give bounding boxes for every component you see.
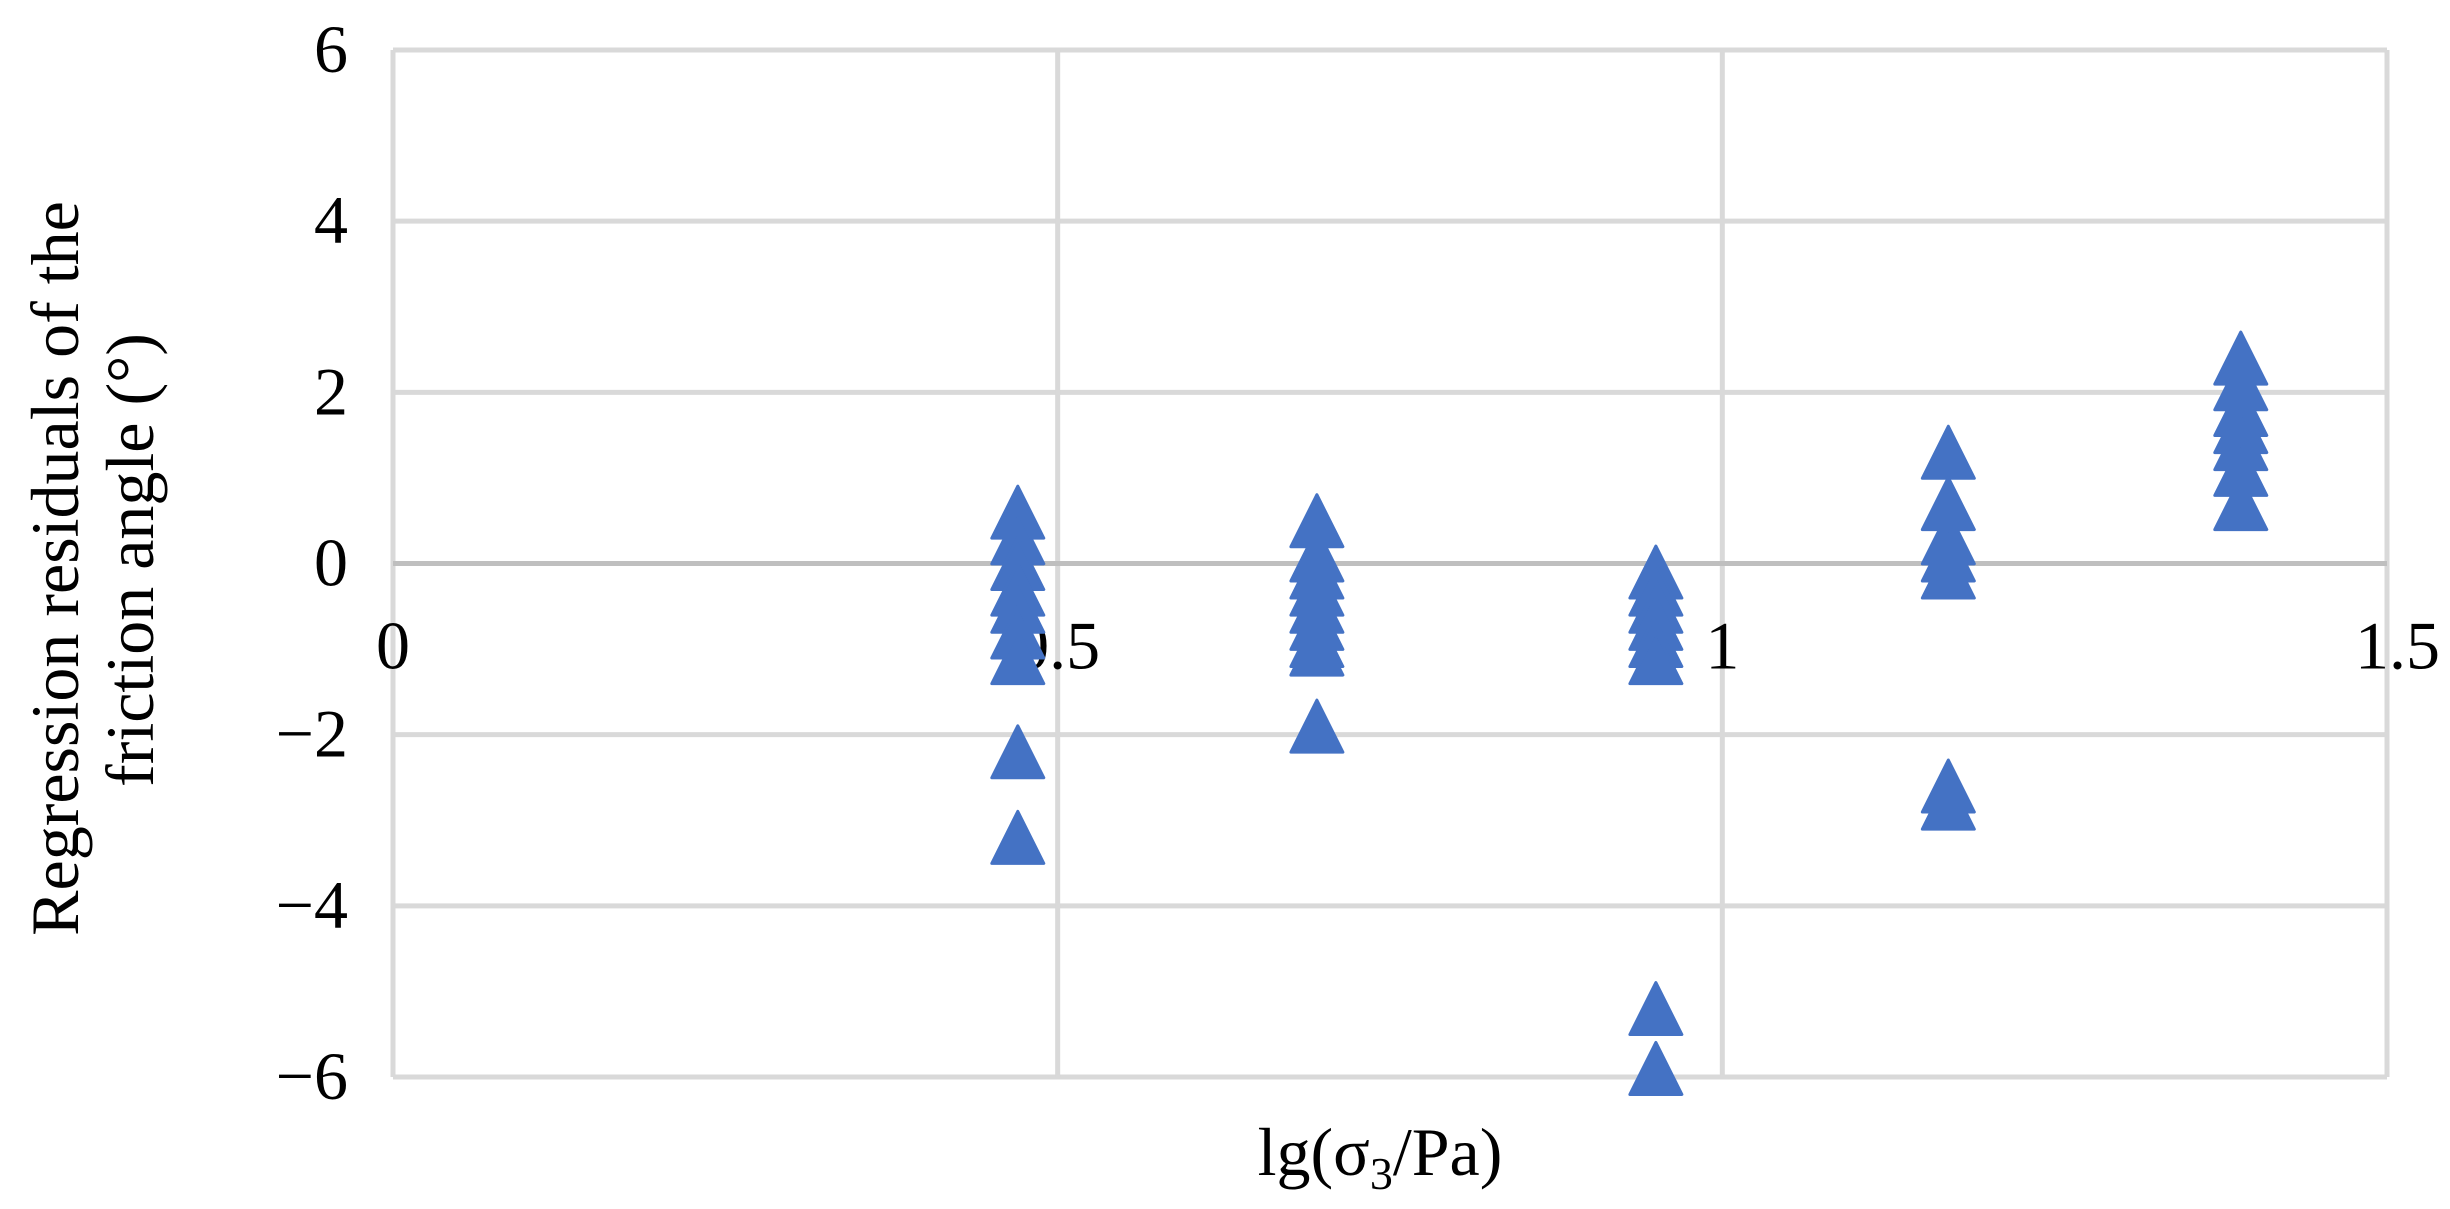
data-point xyxy=(1628,630,1684,686)
y-tick-label: 4 xyxy=(314,182,348,258)
data-point xyxy=(1920,775,1976,831)
x-axis-title-prefix: lg(σ xyxy=(1258,1114,1370,1190)
y-tick-labels: −6 −4 −2 0 2 4 6 xyxy=(276,11,348,1114)
gridlines xyxy=(390,47,2390,1080)
y-tick-label: −6 xyxy=(276,1038,348,1114)
x-axis-title-subscript: 3 xyxy=(1370,1148,1393,1199)
x-tick-label: 0 xyxy=(376,608,410,684)
data-point xyxy=(1920,424,1976,480)
x-tick-labels: 0 0.5 1 1.5 xyxy=(376,608,2440,684)
data-point xyxy=(1920,544,1976,600)
x-axis-title-suffix: /Pa) xyxy=(1393,1114,1503,1190)
y-axis-title: Regression residuals of the friction ang… xyxy=(17,184,168,936)
y-tick-label: 0 xyxy=(314,525,348,601)
data-point xyxy=(1628,981,1684,1037)
x-tick-label: 1.5 xyxy=(2355,608,2440,684)
data-point xyxy=(2213,476,2269,532)
data-point xyxy=(1289,621,1345,677)
x-axis-title: lg(σ3/Pa) xyxy=(1258,1114,1503,1199)
y-axis-title-line-1: Regression residuals of the xyxy=(17,201,93,936)
data-points xyxy=(990,330,2269,1096)
y-tick-label: −2 xyxy=(276,696,348,772)
y-tick-label: 2 xyxy=(314,353,348,429)
y-axis-title-line-2: friction angle (°) xyxy=(92,333,168,787)
data-point xyxy=(990,724,1046,780)
data-point xyxy=(990,809,1046,865)
data-point xyxy=(1628,1040,1684,1096)
data-point xyxy=(1289,698,1345,754)
y-tick-label: −4 xyxy=(276,867,348,943)
data-point xyxy=(990,630,1046,686)
y-tick-label: 6 xyxy=(314,11,348,87)
x-tick-label: 1 xyxy=(1705,608,1739,684)
